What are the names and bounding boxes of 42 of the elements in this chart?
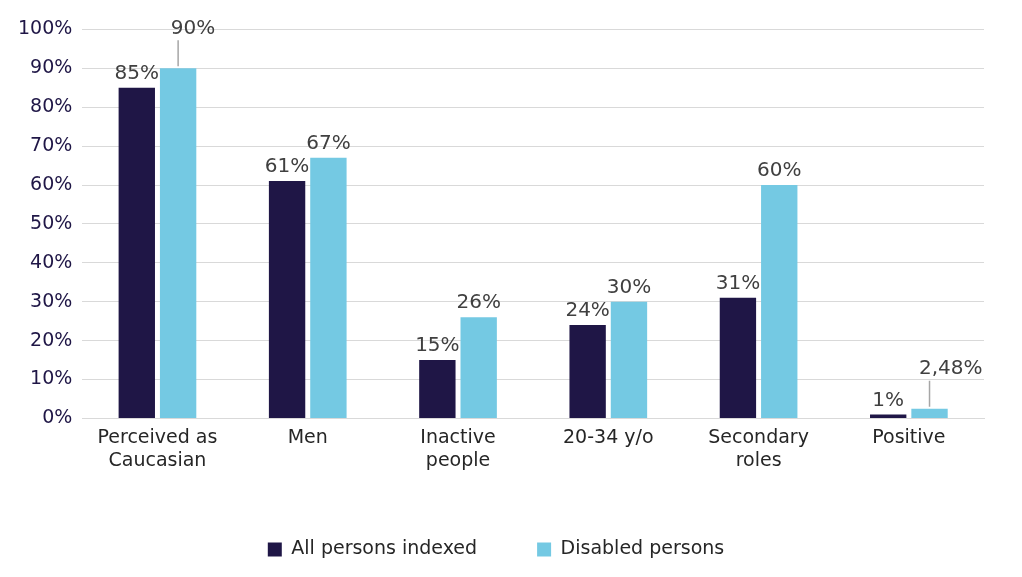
x-tick-label: 20-34 y/o <box>563 424 654 447</box>
y-tick-label: 0% <box>42 405 73 428</box>
bar <box>719 297 757 418</box>
bar <box>761 185 798 418</box>
bar <box>118 87 155 418</box>
data-label: 26% <box>456 289 501 314</box>
bar <box>159 68 197 418</box>
data-label: 67% <box>306 129 351 154</box>
y-tick-label: 70% <box>30 133 73 156</box>
y-tick-label: 10% <box>30 366 73 389</box>
data-label: 15% <box>415 332 460 357</box>
y-tick-label: 60% <box>30 171 73 194</box>
data-label: 1% <box>872 386 905 411</box>
x-tick-label: Secondary roles <box>708 424 809 470</box>
bar <box>310 157 347 418</box>
data-label: 85% <box>114 59 160 84</box>
y-tick-label: 40% <box>30 249 73 272</box>
y-tick-label: 80% <box>30 94 73 117</box>
data-label: 61% <box>264 153 310 178</box>
x-tick-label: Perceived as Caucasian <box>97 424 218 470</box>
y-tick-label: 30% <box>30 288 73 311</box>
legend-label: All persons indexed <box>291 536 478 559</box>
x-tick-label: Men <box>287 424 328 447</box>
bar <box>569 325 606 418</box>
y-tick-label: 50% <box>30 210 73 233</box>
x-tick-label: Inactive people <box>420 424 496 470</box>
data-label: 31% <box>715 270 761 295</box>
y-tick-label: 20% <box>30 327 73 350</box>
legend-label: Disabled persons <box>560 536 725 559</box>
x-tick-label: Positive <box>872 424 946 447</box>
data-label: 2,48% <box>918 354 983 379</box>
bar <box>460 317 497 418</box>
data-label: 30% <box>606 273 652 298</box>
bar <box>419 360 456 418</box>
data-label: 60% <box>757 157 802 182</box>
bar <box>610 301 648 418</box>
bar <box>911 408 948 418</box>
data-label: 90% <box>170 14 216 39</box>
y-tick-label: 90% <box>30 55 73 78</box>
data-label: 24% <box>565 297 610 322</box>
y-tick-label: 100% <box>17 16 73 39</box>
bar <box>268 181 306 418</box>
